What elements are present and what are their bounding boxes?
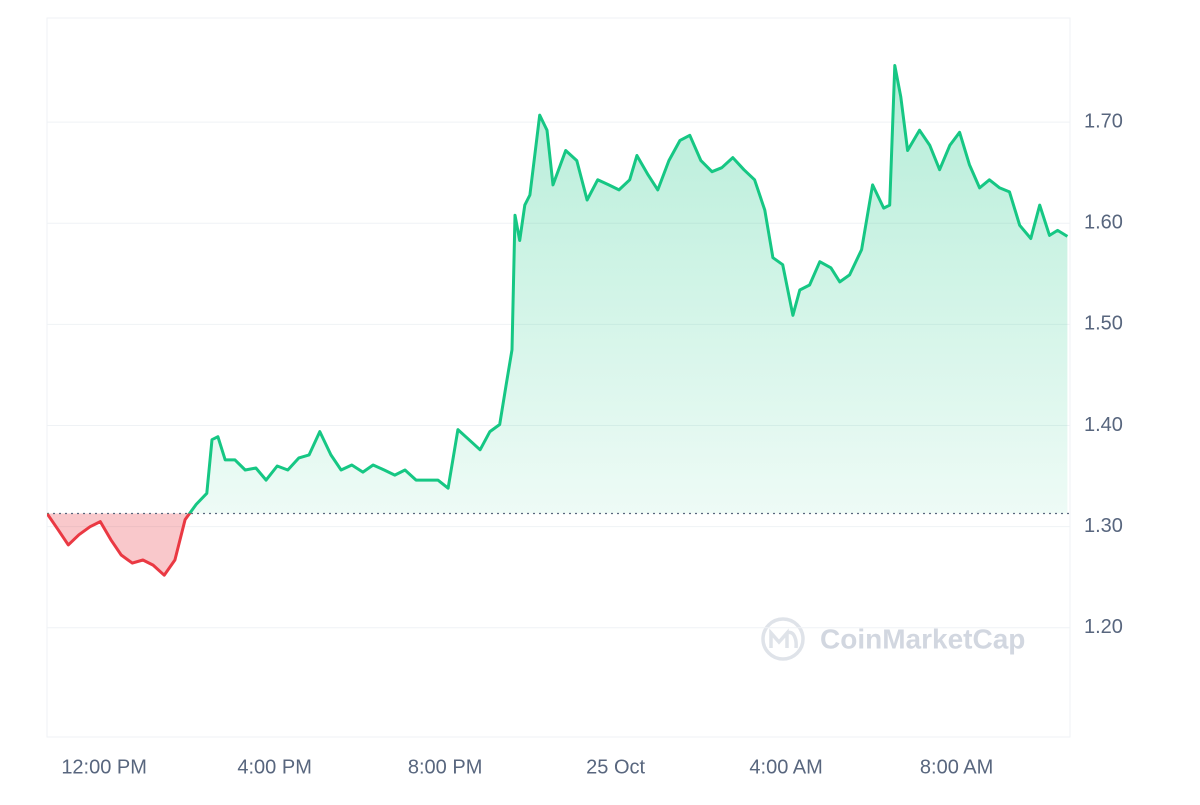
y-tick-label: 1.20 [1084, 616, 1123, 638]
y-tick-label: 1.70 [1084, 110, 1123, 132]
y-tick-label: 1.60 [1084, 212, 1123, 234]
y-tick-label: 1.30 [1084, 515, 1123, 537]
x-tick-label: 8:00 AM [920, 756, 993, 778]
y-tick-label: 1.50 [1084, 313, 1123, 335]
x-tick-label: 4:00 AM [749, 756, 822, 778]
watermark-logo [761, 617, 805, 661]
y-tick-label: 1.40 [1084, 414, 1123, 436]
x-tick-label: 4:00 PM [237, 756, 311, 778]
area-down [47, 513, 190, 576]
x-tick-label: 12:00 PM [61, 756, 147, 778]
x-tick-label: 25 Oct [586, 756, 645, 778]
area-up [47, 65, 1068, 514]
watermark: CoinMarketCap [820, 623, 1025, 654]
x-tick-label: 8:00 PM [408, 756, 482, 778]
price-line-up [47, 64, 1069, 514]
plot-frame [46, 17, 1071, 738]
